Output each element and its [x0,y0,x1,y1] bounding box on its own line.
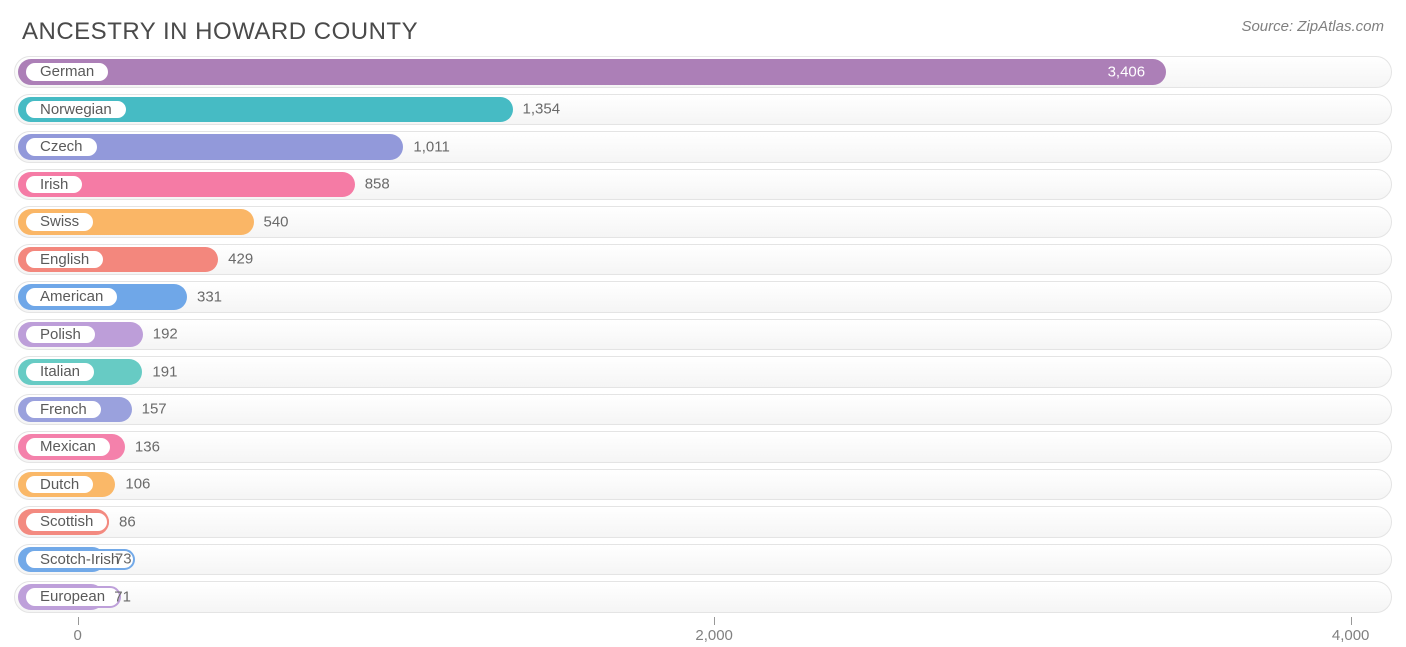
axis-tick-label: 0 [73,627,81,644]
x-axis: 0 2,000 4,000 [14,617,1392,647]
chart-title: ANCESTRY IN HOWARD COUNTY [22,18,418,46]
value-label: 429 [228,251,253,268]
category-pill: English [24,249,105,271]
category-pill: Norwegian [24,99,128,121]
value-label: 192 [153,326,178,343]
category-pill: Swiss [24,211,95,233]
value-label: 540 [264,213,289,230]
bar-row: Scotch-Irish73 [14,542,1392,578]
value-label: 71 [114,588,131,605]
bar-track [14,581,1392,613]
value-label: 136 [135,438,160,455]
value-label: 1,354 [523,101,561,118]
axis-tick-label: 4,000 [1332,627,1370,644]
bar-row: European71 [14,579,1392,615]
category-pill: European [24,586,121,608]
value-label: 3,406 [1108,63,1146,80]
value-label: 858 [365,176,390,193]
category-pill: Czech [24,136,99,158]
bar-row: Irish 858 [14,167,1392,203]
category-pill: Italian [24,361,96,383]
bar-track [14,319,1392,351]
bar-row: English 429 [14,242,1392,278]
category-pill: Mexican [24,436,112,458]
value-label: 1,011 [413,138,449,155]
bar-row: German 3,406 [14,54,1392,90]
value-label: 73 [115,551,132,568]
bar-track [14,469,1392,501]
axis-tick-label: 2,000 [695,627,733,644]
category-pill: Dutch [24,474,95,496]
value-label: 86 [119,513,136,530]
bar-track [14,544,1392,576]
axis-tick [714,617,715,625]
bar-row: Scottish 86 [14,504,1392,540]
category-pill: French [24,399,103,421]
bar-track [14,356,1392,388]
bar-row: Norwegian 1,354 [14,92,1392,128]
value-label: 106 [125,476,150,493]
bar-row: Italian 191 [14,354,1392,390]
chart-source: Source: ZipAtlas.com [1241,18,1384,35]
bar-row: Swiss 540 [14,204,1392,240]
bar-track [14,506,1392,538]
bar-fill [18,59,1166,85]
axis-tick [78,617,79,625]
chart-area: German 3,406 Norwegian 1,354 Czech 1,011 Irish… [0,54,1406,615]
bar-track [14,394,1392,426]
category-pill: American [24,286,119,308]
bar-track [14,244,1392,276]
axis-tick [1351,617,1352,625]
bar-row: Dutch 106 [14,467,1392,503]
value-label: 331 [197,288,222,305]
bar-row: Czech 1,011 [14,129,1392,165]
category-pill: Irish [24,174,84,196]
category-pill: German [24,61,110,83]
bar-row: Mexican 136 [14,429,1392,465]
chart-header: ANCESTRY IN HOWARD COUNTY Source: ZipAtl… [0,0,1406,54]
value-label: 157 [142,401,167,418]
category-pill: Scottish [24,511,109,533]
bar-row: American 331 [14,279,1392,315]
category-pill: Polish [24,324,97,346]
bar-row: Polish 192 [14,317,1392,353]
bar-row: French 157 [14,392,1392,428]
bar-track [14,431,1392,463]
value-label: 191 [152,363,177,380]
